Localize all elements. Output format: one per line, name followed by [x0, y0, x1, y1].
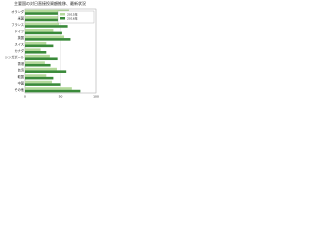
y-tick-label: スイス — [15, 42, 24, 47]
y-tick-label: 米国 — [18, 16, 24, 21]
bar — [25, 25, 68, 28]
bar — [25, 18, 88, 22]
chart: 主要国の対日直接投資額推移、最新状況 0 50 100 オランダ米国フランスドイツ英国… — [5, 0, 99, 99]
legend-swatch — [60, 17, 65, 20]
bar — [25, 35, 65, 39]
bar — [25, 70, 67, 73]
bar — [25, 16, 75, 19]
bar — [25, 74, 47, 77]
y-tick-label: オランダ — [11, 9, 25, 14]
bar — [25, 12, 82, 15]
bar — [25, 54, 50, 58]
bar — [25, 83, 61, 86]
x-tick-label: 50 — [59, 95, 63, 99]
y-tick-label: 韓国 — [18, 74, 24, 79]
y-tick-label: 英国 — [18, 35, 24, 40]
x-tick-label: 100 — [93, 95, 99, 99]
legend-box — [57, 10, 95, 24]
bar — [25, 87, 72, 90]
y-tick-label: 中国 — [18, 80, 24, 85]
legend-swatch — [60, 13, 65, 16]
bar — [25, 41, 47, 45]
bar — [25, 48, 41, 51]
bar — [25, 22, 60, 26]
chart-title: 主要国の対日直接投資額推移、最新状況 — [14, 0, 86, 6]
bar — [25, 63, 51, 67]
y-tick-label: 香港 — [18, 61, 25, 66]
bar — [25, 57, 58, 61]
y-tick-label: 台湾 — [18, 67, 25, 72]
bar — [25, 31, 62, 35]
y-tick-label: カナダ — [14, 48, 24, 53]
bar — [25, 89, 81, 93]
bar — [25, 67, 57, 71]
bar — [25, 29, 54, 32]
bar — [25, 61, 45, 64]
legend-label: 2015年 — [67, 11, 78, 16]
y-tick-label: ドイツ — [14, 30, 24, 34]
y-tick-label: フランス — [11, 22, 24, 27]
legend-label: 2016年 — [67, 15, 78, 20]
bar — [25, 38, 71, 41]
page: {"chart_data": {"type": "bar", "orientat… — [0, 0, 100, 100]
bar — [25, 51, 47, 54]
bar — [25, 76, 54, 80]
y-tick-label: その他 — [14, 87, 24, 92]
y-tick-label: シンガポール — [5, 54, 25, 59]
bar — [25, 9, 70, 13]
bar — [25, 80, 52, 84]
bar — [25, 44, 54, 48]
x-tick-label: 0 — [24, 95, 26, 99]
